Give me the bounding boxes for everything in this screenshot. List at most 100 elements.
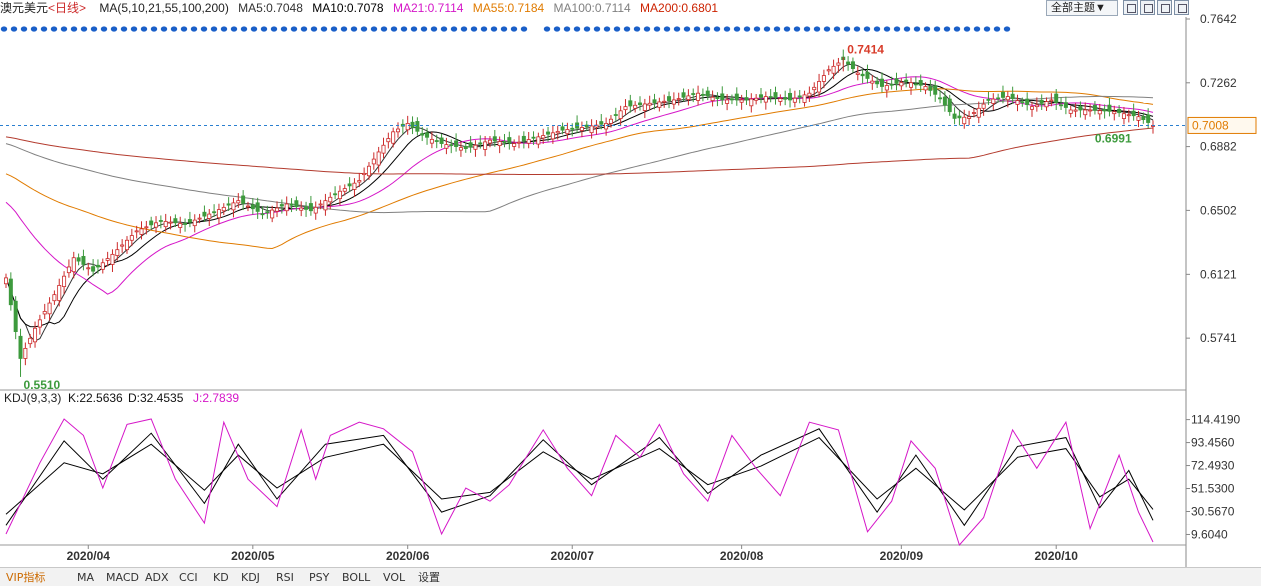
candle-body [1030, 106, 1035, 110]
kdj-k-line [5, 428, 1154, 527]
layout-button[interactable] [1157, 0, 1172, 15]
candlesticks [4, 49, 1156, 377]
signal-dot [873, 26, 881, 32]
signal-dot [100, 26, 108, 32]
candle-body [154, 222, 159, 228]
signal-dot [50, 26, 58, 32]
tab-settings[interactable]: 设置 [418, 571, 440, 584]
signal-dot [360, 26, 368, 32]
theme-selector[interactable]: 全部主题▼ [1046, 0, 1118, 16]
zoom-out-button[interactable] [1140, 0, 1155, 15]
candle-body [725, 99, 730, 104]
signal-dot [973, 26, 981, 32]
kdj-tick-label: 9.6040 [1191, 527, 1228, 541]
candle-body [812, 86, 817, 91]
candle-body [105, 258, 110, 261]
tab-cci[interactable]: CCI [179, 571, 198, 584]
signal-dot [663, 26, 671, 32]
candle-body [758, 94, 763, 98]
signal-dot [490, 26, 498, 32]
candle-body [323, 200, 328, 211]
tab-kdj[interactable]: KDJ [241, 571, 260, 584]
candle-body [13, 300, 18, 332]
ma200-line [5, 127, 1154, 175]
kdj-axis: 114.4190 93.4560 72.4930 51.5300 30.5670 9.60… [1186, 413, 1240, 541]
candle-body [710, 96, 715, 101]
candle-body [1088, 109, 1093, 112]
tab-ma[interactable]: MA [77, 571, 95, 584]
settings-button[interactable] [1174, 0, 1189, 15]
candle-body [226, 203, 231, 206]
current-price-tag[interactable]: 0.7008 [1187, 116, 1257, 134]
candle-body [275, 207, 280, 212]
signal-dot [943, 26, 951, 32]
signal-dot [450, 26, 458, 32]
tab-adx[interactable]: ADX [145, 571, 169, 584]
candle-body [976, 107, 981, 118]
candle-body [778, 98, 783, 102]
symbol-name[interactable]: 澳元美元 [0, 1, 49, 15]
candle-body [1010, 93, 1015, 99]
signal-dot [40, 26, 48, 32]
signal-dot [190, 26, 198, 32]
signal-dot [70, 26, 78, 32]
candle-body [347, 183, 352, 187]
candle-body [134, 230, 139, 233]
candle-body [284, 203, 289, 212]
candle-body [836, 62, 841, 66]
tab-kd[interactable]: KD [213, 571, 229, 584]
ma21-line [5, 76, 1154, 295]
candle-body [947, 98, 952, 113]
signal-dot [310, 26, 318, 32]
signal-dot [833, 26, 841, 32]
candle-body [33, 327, 38, 343]
candle-body [502, 141, 507, 143]
signal-dot [863, 26, 871, 32]
candle-body [391, 131, 396, 144]
signal-dot [340, 26, 348, 32]
signal-dot [563, 26, 571, 32]
ma200-value: MA200:0.6801 [640, 1, 719, 15]
candle-body [415, 121, 420, 132]
signal-dot [350, 26, 358, 32]
signal-dot [0, 26, 8, 32]
tab-macd[interactable]: MACD [106, 571, 139, 584]
candle-body [163, 221, 168, 228]
date-axis: 2020/04 2020/05 2020/06 2020/07 2020/08 2020/… [67, 545, 1078, 563]
candle-body [270, 209, 275, 219]
ma100-value: MA100:0.7114 [553, 1, 631, 15]
signal-dot [733, 26, 741, 32]
candle-body [95, 264, 100, 268]
candle-body [536, 136, 541, 145]
tab-vol[interactable]: VOL [383, 571, 406, 584]
candle-body [1121, 113, 1126, 119]
signal-dot [963, 26, 971, 32]
candle-body [763, 96, 768, 103]
candle-body [923, 86, 928, 91]
tab-boll[interactable]: BOLL [342, 571, 371, 584]
candle-body [1000, 91, 1005, 98]
candle-body [66, 266, 71, 274]
low-label: 0.5510 [24, 378, 61, 392]
kdj-tick-label: 51.5300 [1191, 482, 1235, 496]
candle-body [855, 72, 860, 75]
candle-body [168, 221, 173, 224]
period-label[interactable]: <日线> [48, 1, 87, 15]
signal-dot [953, 26, 961, 32]
candle-body [1141, 116, 1146, 121]
signal-dot [320, 26, 328, 32]
tab-rsi[interactable]: RSI [276, 571, 294, 584]
candle-body [696, 92, 701, 101]
zoom-in-button[interactable] [1123, 0, 1138, 15]
candle-body [497, 141, 502, 146]
tab-psy[interactable]: PSY [309, 571, 330, 584]
kdj-d-value: D:32.4535 [128, 391, 184, 405]
ma10-line [5, 68, 1154, 328]
candle-body [647, 102, 652, 106]
candle-body [850, 61, 855, 69]
candle-body [875, 80, 880, 85]
candle-body [899, 82, 904, 87]
candle-body [149, 220, 154, 226]
tab-vip[interactable]: VIP指标 [6, 571, 46, 584]
